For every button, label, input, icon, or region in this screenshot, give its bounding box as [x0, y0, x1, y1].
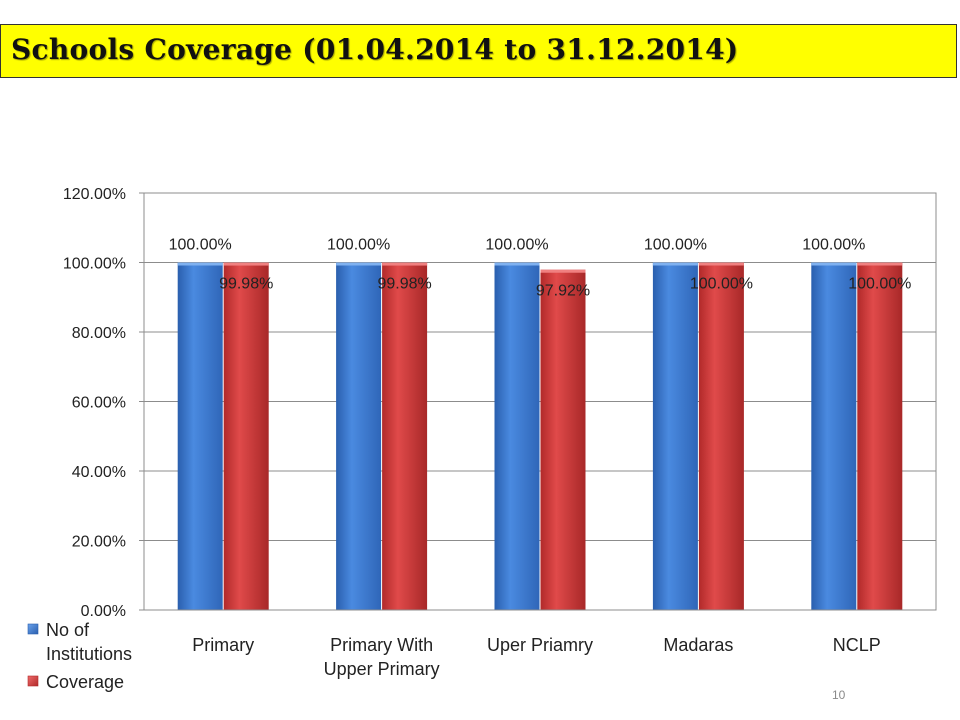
category-label: Uper Priamry	[487, 635, 593, 655]
y-tick-label: 20.00%	[72, 534, 126, 551]
bar-top-highlight	[336, 262, 382, 266]
legend-swatch	[27, 623, 39, 635]
bar-top-highlight	[540, 269, 586, 273]
category-label: Upper Primary	[324, 659, 440, 679]
bar-top-highlight	[652, 262, 698, 266]
bar	[223, 262, 269, 610]
bar	[698, 262, 744, 610]
bar-top-highlight	[811, 262, 857, 266]
data-label-coverage: 100.00%	[848, 276, 911, 293]
page-number: 10	[832, 688, 846, 702]
bar	[540, 269, 586, 610]
slide-title: Schools Coverage (01.04.2014 to 31.12.20…	[11, 33, 739, 66]
legend-label: No of	[46, 620, 90, 640]
data-label-coverage: 97.92%	[536, 283, 590, 300]
y-tick-label: 120.00%	[63, 186, 126, 203]
y-tick-label: 100.00%	[63, 256, 126, 273]
bar-top-highlight	[857, 262, 903, 266]
category-label: Primary	[192, 635, 254, 655]
category-label: NCLP	[833, 635, 881, 655]
category-label: Madaras	[663, 635, 733, 655]
bar-top-highlight	[494, 262, 540, 266]
legend-swatch	[27, 675, 39, 687]
title-banner: Schools Coverage (01.04.2014 to 31.12.20…	[0, 24, 957, 78]
y-tick-label: 80.00%	[72, 325, 126, 342]
y-tick-label: 0.00%	[81, 603, 126, 620]
data-label-coverage: 99.98%	[377, 276, 431, 293]
bar-top-highlight	[382, 262, 428, 266]
labels: 100.00% 99.98% 100.00% 99.98% 100.00% 97.92% 1…	[27, 237, 911, 692]
y-tick-label: 60.00%	[72, 395, 126, 412]
bar	[336, 262, 382, 610]
data-label-coverage: 100.00%	[690, 276, 753, 293]
data-label-institutions: 100.00%	[802, 237, 865, 254]
bar	[494, 262, 540, 610]
bars	[177, 262, 903, 610]
category-label: Primary With	[330, 635, 433, 655]
bar-top-highlight	[223, 262, 269, 266]
bar-top-highlight	[177, 262, 223, 266]
plot-area	[143, 192, 937, 611]
legend-label: Coverage	[46, 672, 124, 692]
bar	[382, 262, 428, 610]
data-label-institutions: 100.00%	[644, 237, 707, 254]
data-label-coverage: 99.98%	[219, 276, 273, 293]
data-label-institutions: 100.00%	[169, 237, 232, 254]
y-tick-label: 40.00%	[72, 464, 126, 481]
bar-top-highlight	[698, 262, 744, 266]
bar	[857, 262, 903, 610]
legend-label: Institutions	[46, 644, 132, 664]
bar	[652, 262, 698, 610]
data-label-institutions: 100.00%	[327, 237, 390, 254]
axes: 0.00% 20.00% 40.00% 60.00% 80.00% 100.00% 120.…	[63, 186, 937, 679]
data-label-institutions: 100.00%	[485, 237, 548, 254]
bar	[177, 262, 223, 610]
bar	[811, 262, 857, 610]
